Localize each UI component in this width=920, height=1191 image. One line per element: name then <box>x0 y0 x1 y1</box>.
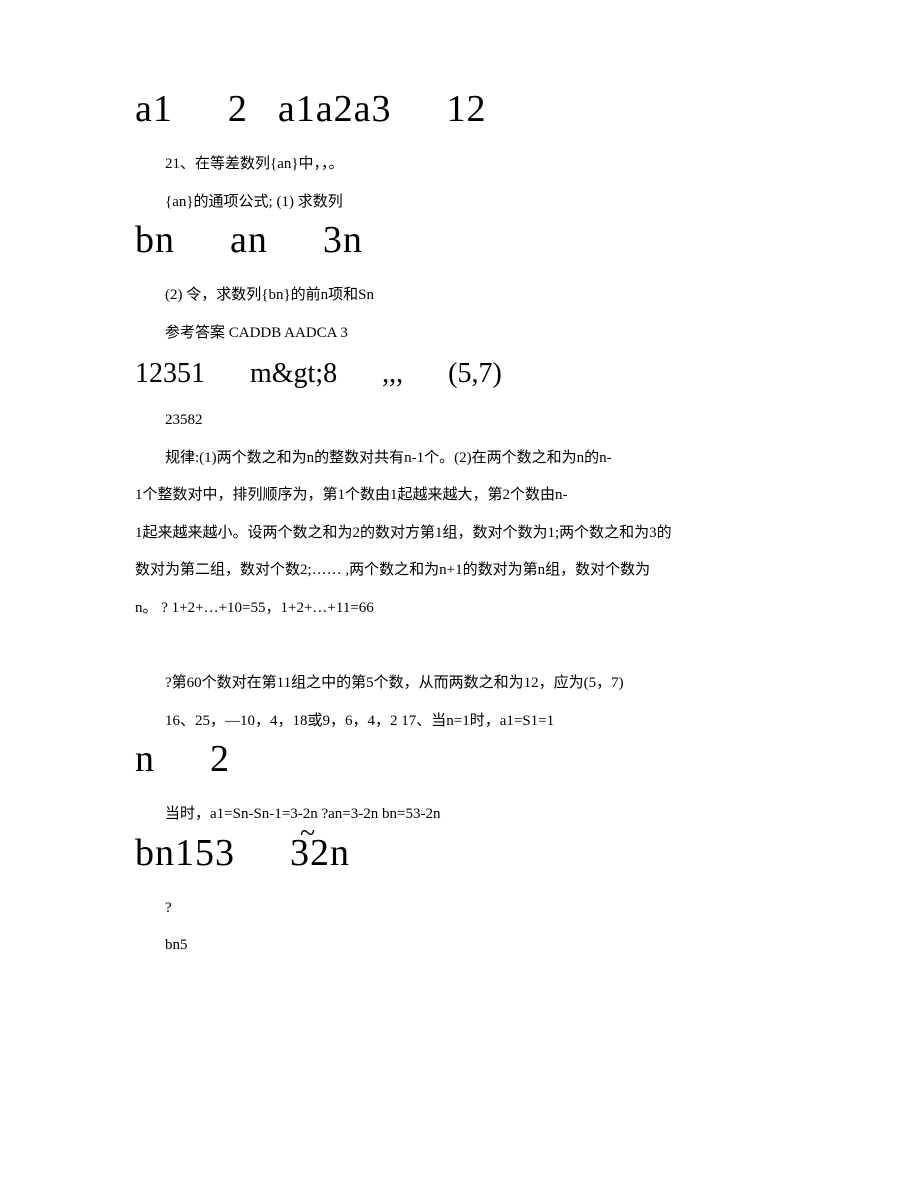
problem-21-line-1: 21、在等差数列{an}中，，。 <box>135 146 785 184</box>
text-line: n。 ? 1+2+…+10=55，1+2+…+11=66 <box>135 600 374 616</box>
formula-part: 12 <box>446 88 486 130</box>
formula-part: n <box>135 738 155 780</box>
formula-part: 2 <box>210 738 230 780</box>
formula-part: (5,7) <box>448 358 502 389</box>
problem-21-line-2: {an}的通项公式; (1) 求数列 <box>135 184 785 222</box>
derivation-line: 当时，a1=Sn-Sn-1=3-2n ?an=3-2n bn=53-2n <box>135 796 785 834</box>
explanation-paragraph: 规律:(1)两个数之和为n的整数对共有n-1个。(2)在两个数之和为n的n- 1… <box>135 440 785 628</box>
formula-n-2: n2 <box>135 740 785 778</box>
text-line: 规律:(1)两个数之和为n的整数对共有n-1个。(2)在两个数之和为n的n- <box>165 450 612 466</box>
problem-21-part-2: (2) 令，求数列{bn}的前n项和Sn <box>135 277 785 315</box>
formula-bn153-32n: bn153~32n <box>135 834 785 872</box>
formula-12351: 12351 m&gt;8,,, (5,7) <box>135 360 785 388</box>
question-mark-line: ? <box>135 890 785 928</box>
formula-part: ,,, <box>382 358 403 389</box>
problem-16-17-line: 16、25，—10，4，18或9，6，4，2 17、当n=1时，a1=S1=1 <box>135 703 785 741</box>
formula-part: bn <box>135 219 175 261</box>
text-line: 1个整数对中，排列顺序为，第1个数由1起越来越大，第2个数由n- <box>135 487 568 503</box>
formula-part: 32n <box>290 832 350 874</box>
formula-part: 12351 <box>135 358 205 389</box>
formula-part: 2 <box>228 88 248 130</box>
formula-a1-a1a2a3: a1 2 a1a2a3 12 <box>135 90 785 128</box>
formula-part: 3n <box>323 219 363 261</box>
conclusion-60th-pair: ?第60个数对在第11组之中的第5个数，从而两数之和为12，应为(5，7) <box>135 665 785 703</box>
formula-part: m&gt;8 <box>250 358 337 389</box>
answer-key-line: 参考答案 CADDB AADCA 3 <box>135 315 785 353</box>
formula-part: a1 <box>135 88 173 130</box>
bn5-line: bn5 <box>135 927 785 965</box>
text-line: 1起来越来越小。设两个数之和为2的数对方第1组，数对个数为1;两个数之和为3的 <box>135 525 672 541</box>
text-line: 数对为第二组，数对个数2;…… ,两个数之和为n+1的数对为第n组，数对个数为 <box>135 562 650 578</box>
formula-part: a1a2a3 <box>278 88 392 130</box>
text-23582: 23582 <box>135 402 785 440</box>
formula-part: bn153 <box>135 832 235 874</box>
formula-bn-an-3n: bn an 3n <box>135 221 785 259</box>
formula-part: an <box>230 219 268 261</box>
